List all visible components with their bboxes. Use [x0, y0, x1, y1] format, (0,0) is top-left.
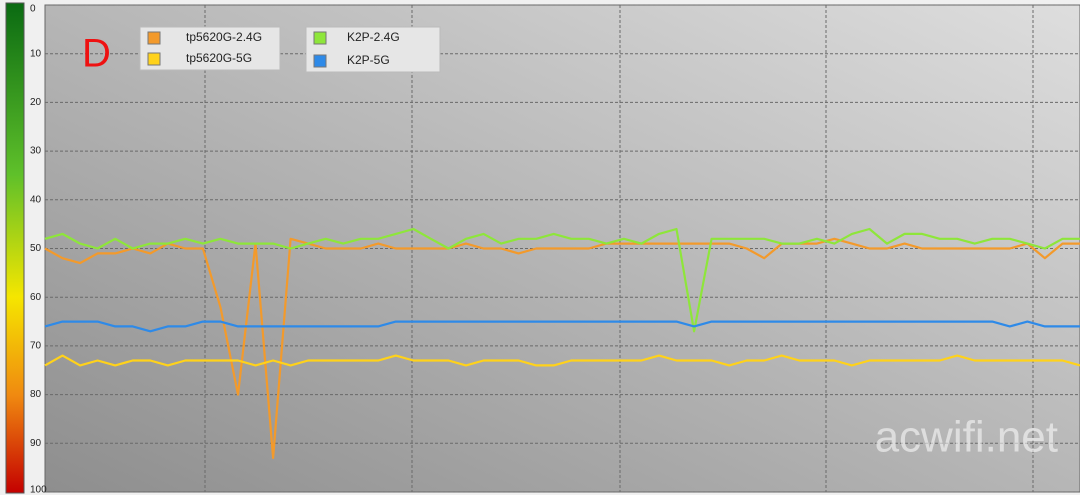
legend-swatch: [147, 31, 161, 45]
series-line: [44, 227, 1080, 333]
legend-label: tp5620G-5G: [186, 51, 252, 65]
y-tick-label: 100: [30, 485, 47, 495]
y-tick-label: 20: [30, 97, 42, 108]
y-tick-label: 60: [30, 292, 42, 303]
y-tick-label: 40: [30, 194, 42, 205]
legend-label: K2P-5G: [347, 53, 390, 67]
y-tick-label: 0: [30, 4, 36, 15]
series-line: [44, 320, 1080, 333]
legend-swatch: [147, 52, 161, 66]
annotation-label: D: [82, 32, 111, 76]
legend-label: tp5620G-2.4G: [186, 30, 262, 44]
y-tick-label: 90: [30, 438, 42, 449]
vertical-grid: [204, 5, 1034, 492]
legend-box: [305, 26, 441, 73]
legend-swatch: [313, 31, 327, 45]
legend-swatch: [313, 54, 327, 68]
series-line: [44, 237, 1080, 459]
y-tick-label: 10: [30, 48, 42, 59]
y-tick-label: 30: [30, 146, 42, 157]
watermark: acwifi.net: [875, 413, 1058, 462]
y-tick-label: 80: [30, 389, 42, 400]
series-line: [44, 354, 1080, 367]
y-tick-label: 70: [30, 341, 42, 352]
y-tick-label: 50: [30, 243, 42, 254]
legend-box: [139, 26, 281, 71]
legend-label: K2P-2.4G: [347, 30, 400, 44]
signal-scale: [5, 2, 25, 494]
